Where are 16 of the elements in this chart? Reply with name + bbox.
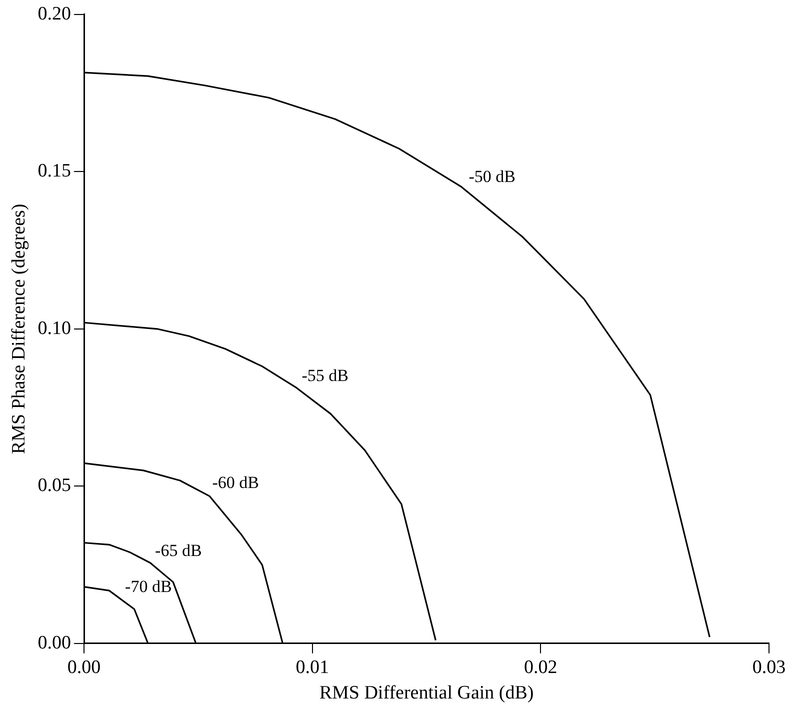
x-tick-label: 0.00 (67, 656, 101, 678)
y-tick-label: 0.10 (38, 318, 72, 339)
y-tick-label: 0.20 (38, 3, 72, 24)
y-tick-label: 0.00 (38, 632, 72, 654)
y-axis-title: RMS Phase Difference (degrees) (8, 204, 30, 454)
y-tick-label: 0.05 (38, 475, 72, 496)
x-tick-label: 0.02 (524, 656, 558, 678)
series-label: -65 dB (155, 541, 202, 560)
y-tick-label: 0.15 (38, 160, 72, 182)
x-tick-label: 0.01 (296, 656, 329, 678)
x-axis-title: RMS Differential Gain (dB) (319, 682, 534, 704)
series-label: -50 dB (468, 167, 516, 186)
series-label: -55 dB (302, 366, 348, 386)
series-label: -60 dB (212, 472, 259, 492)
series-label: -70 dB (125, 576, 172, 596)
x-tick-label: 0.03 (752, 656, 786, 678)
